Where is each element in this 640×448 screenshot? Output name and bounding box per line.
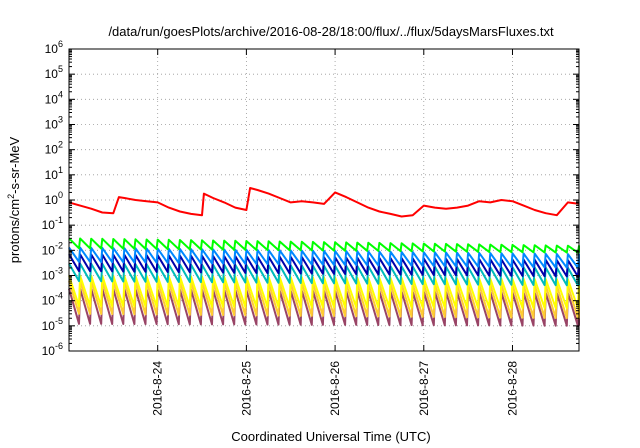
y-tick-label: 10-4 [42,291,63,308]
y-tick-label: 10-1 [42,215,63,232]
y-tick-label: 10-3 [42,266,63,283]
y-tick-label: 101 [45,165,63,182]
x-tick-label: 2016-8-25 [239,361,253,416]
y-tick-label: 103 [45,115,63,132]
y-tick-label: 106 [45,39,63,56]
y-axis: 10-6 10-5 10-4 10-3 10-2 10-1 100 101 102 103 104 1… [42,39,579,358]
y-tick-label: 10-2 [42,240,63,257]
y-tick-label: 10-6 [42,341,63,358]
x-axis-label: Coordinated Universal Time (UTC) [231,429,430,444]
y-axis-label: protons/cm2-s-sr-MeV [6,136,22,263]
y-tick-label: 102 [45,140,63,157]
y-tick-label: 105 [45,64,63,81]
chart-title: /data/run/goesPlots/archive/2016-08-28/1… [108,24,554,39]
x-tick-label: 2016-8-24 [151,361,165,416]
x-axis: 2016-8-24 2016-8-25 2016-8-26 2016-8-27 2016… [151,49,519,416]
series-line-channel-3 [68,246,580,269]
series-line-channel-1 [68,187,580,218]
x-tick-label: 2016-8-28 [505,361,519,416]
x-tick-label: 2016-8-27 [417,361,431,416]
plot-area [68,187,580,327]
series-line-channel-6 [68,274,580,310]
series-line-channel-2 [68,237,580,254]
y-tick-label: 104 [45,89,63,106]
x-tick-label: 2016-8-26 [328,361,342,416]
chart-grid [69,49,579,351]
y-tick-label: 10-5 [42,316,63,333]
y-tick-label: 100 [45,190,63,207]
